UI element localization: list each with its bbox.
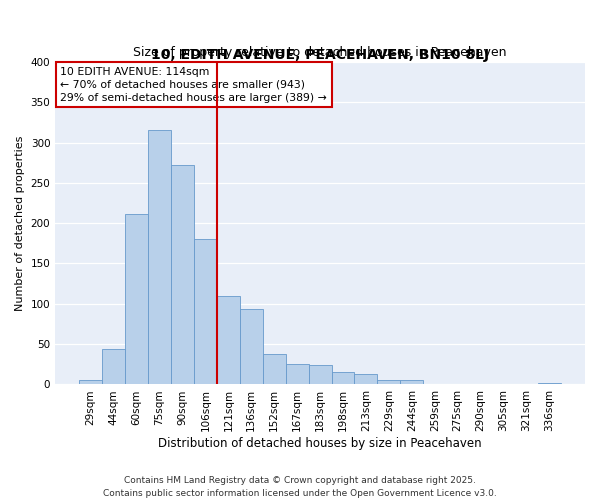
Bar [240,310,263,384]
Bar [400,380,423,384]
Text: Contains HM Land Registry data © Crown copyright and database right 2025.
Contai: Contains HM Land Registry data © Crown c… [103,476,497,498]
Text: Size of property relative to detached houses in Peacehaven: Size of property relative to detached ho… [133,46,507,59]
Bar [355,374,377,384]
X-axis label: Distribution of detached houses by size in Peacehaven: Distribution of detached houses by size … [158,437,482,450]
Bar [194,240,217,384]
Bar [171,165,194,384]
Y-axis label: Number of detached properties: Number of detached properties [15,136,25,311]
Bar [102,349,125,384]
Bar [286,364,308,384]
Bar [148,130,171,384]
Bar [125,214,148,384]
Title: 10, EDITH AVENUE, PEACEHAVEN, BN10 8LJ: 10, EDITH AVENUE, PEACEHAVEN, BN10 8LJ [151,48,489,62]
Bar [79,380,102,384]
Bar [377,380,400,384]
Bar [308,365,332,384]
Bar [217,296,240,384]
Bar [263,354,286,384]
Bar [538,383,561,384]
Bar [332,372,355,384]
Text: 10 EDITH AVENUE: 114sqm
← 70% of detached houses are smaller (943)
29% of semi-d: 10 EDITH AVENUE: 114sqm ← 70% of detache… [61,66,327,103]
